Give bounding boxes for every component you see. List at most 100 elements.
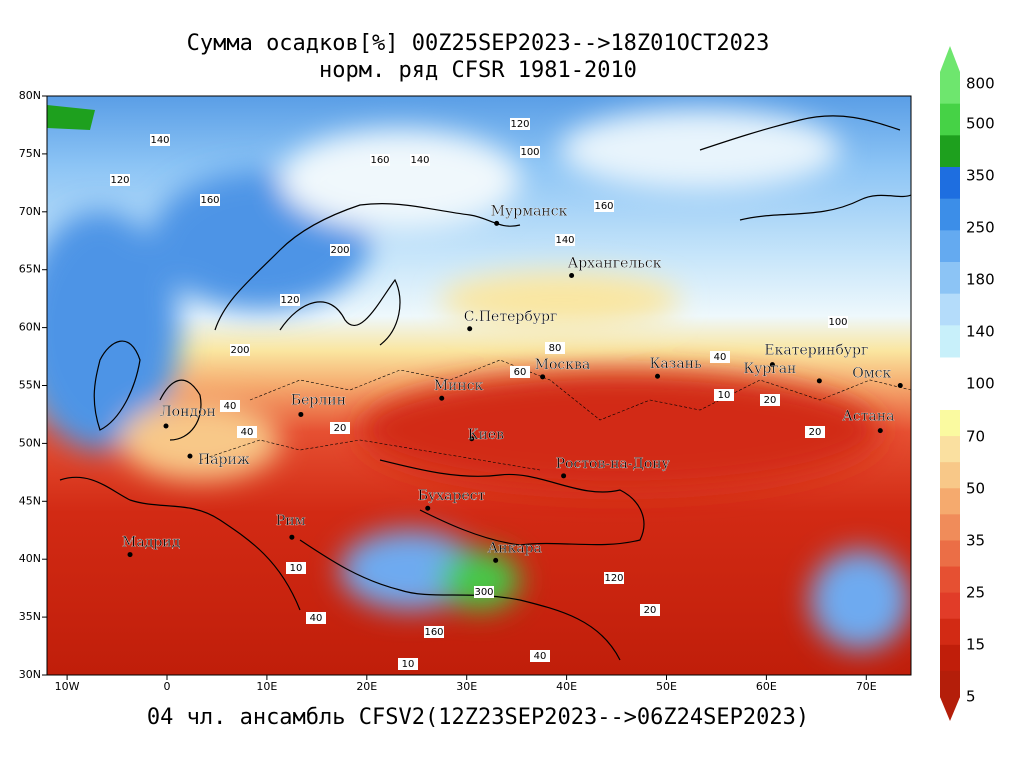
contour-label: 120: [510, 119, 529, 130]
colorbar-swatch: [940, 644, 960, 672]
contour-label: 120: [604, 573, 623, 584]
borders: [199, 359, 911, 471]
contour-label-bg: [714, 389, 734, 401]
city-dot: [298, 411, 304, 417]
city-dot: [467, 326, 473, 332]
green-patch: [47, 105, 95, 130]
city-dot: [469, 436, 475, 442]
contour-label-bg: [805, 426, 825, 438]
contour-label: 140: [410, 155, 429, 166]
city-dot: [561, 473, 567, 479]
contour-label: 160: [594, 201, 613, 212]
colorbar-label: 70: [966, 428, 985, 446]
contour-label-bg: [760, 394, 780, 406]
lat-tick-label: 45N: [19, 494, 41, 507]
map-title: Сумма осадков[%] 00Z25SEP2023-->18Z01OCT…: [187, 31, 770, 56]
contour-label-bg: [555, 234, 575, 246]
colorbar-swatch: [940, 103, 960, 136]
lon-tick-label: 30E: [456, 680, 477, 693]
contour-label-bg: [828, 316, 848, 328]
contour-label: 20: [644, 605, 657, 616]
contour-label: 10: [290, 563, 303, 574]
colorbar-swatch: [940, 540, 960, 568]
city-dot: [769, 362, 775, 368]
city-dot: [655, 373, 661, 379]
colorbar-label: 500: [966, 115, 995, 133]
lon-tick-label: 10E: [256, 680, 277, 693]
contour-label-bg: [330, 244, 350, 256]
colorbar-label: 180: [966, 271, 995, 289]
city-dot: [163, 423, 169, 429]
contour-label-bg: [710, 351, 730, 363]
colorbar-label: 5: [966, 688, 976, 706]
contour-label: 10: [718, 390, 731, 401]
city-label: Рим: [276, 513, 306, 529]
city-dot: [289, 534, 295, 540]
contour-label: 100: [828, 317, 847, 328]
city-label: Париж: [198, 452, 250, 468]
colorbar-label: 350: [966, 167, 995, 185]
colorbar-swatch: [940, 198, 960, 231]
city-dot: [187, 453, 193, 459]
colorbar-swatch: [940, 167, 960, 200]
city-label: Астана: [842, 409, 894, 425]
contour-label: 80: [549, 343, 562, 354]
lat-tick-label: 70N: [19, 205, 41, 218]
contour-label: 40: [310, 613, 323, 624]
city-label: Курган: [743, 361, 796, 377]
city-dot: [439, 395, 445, 401]
colorbar-swatch: [940, 135, 960, 168]
contour-label: 20: [334, 423, 347, 434]
city-label: Ростов-на-Дону: [556, 456, 671, 472]
lon-tick-label: 70E: [856, 680, 877, 693]
city-label: Лондон: [160, 404, 216, 420]
colorbar-swatch: [940, 488, 960, 515]
city-dot: [425, 505, 431, 511]
city-label: Омск: [852, 366, 891, 382]
lat-tick-label: 80N: [19, 89, 41, 102]
contour-label: 10: [402, 659, 415, 670]
contour-label: 40: [714, 352, 727, 363]
colorbar-swatch: [940, 670, 960, 698]
contour-label: 120: [280, 295, 299, 306]
contour-label: 300: [474, 587, 493, 598]
contour-label-bg: [110, 174, 130, 186]
city-label: Екатеринбург: [764, 343, 868, 359]
contour-label: 200: [330, 245, 349, 256]
contour-label: 40: [241, 427, 254, 438]
colorbar-swatch: [940, 230, 960, 263]
contour-label-bg: [330, 422, 350, 434]
colorbar-swatch: [940, 410, 960, 437]
colorbar-swatch: [940, 293, 960, 326]
contour-label-bg: [398, 658, 418, 670]
contour-label-bg: [520, 146, 540, 158]
contour-label-bg: [370, 154, 390, 166]
city-label: Киев: [468, 427, 504, 443]
city-label: Москва: [535, 357, 591, 373]
contour-label-bg: [510, 366, 530, 378]
city-label: Мурманск: [491, 203, 568, 219]
colorbar-arrow-top: [940, 46, 960, 72]
city-label: Анкара: [488, 540, 542, 556]
city-dot: [493, 557, 499, 563]
lat-tick-label: 75N: [19, 147, 41, 160]
contour-label: 160: [424, 627, 443, 638]
contour-label-bg: [640, 604, 660, 616]
colorbar-swatch: [940, 592, 960, 620]
colorbar-label: 50: [966, 480, 985, 498]
colorbar-label: 100: [966, 375, 995, 393]
lon-tick-label: 60E: [756, 680, 777, 693]
contour-label-bg: [286, 562, 306, 574]
contour-label: 60: [514, 367, 527, 378]
contour-label: 20: [764, 395, 777, 406]
city-dot: [540, 374, 546, 380]
map-subtitle: норм. ряд CFSR 1981-2010: [319, 58, 637, 83]
lat-tick-label: 65N: [19, 263, 41, 276]
contour-label: 40: [534, 651, 547, 662]
coastlines: [59, 115, 911, 661]
city-dot: [127, 552, 133, 558]
colorbar-label: 25: [966, 584, 985, 602]
lat-tick-label: 30N: [19, 668, 41, 681]
lat-tick-label: 60N: [19, 321, 41, 334]
city-label: Минск: [434, 378, 484, 394]
